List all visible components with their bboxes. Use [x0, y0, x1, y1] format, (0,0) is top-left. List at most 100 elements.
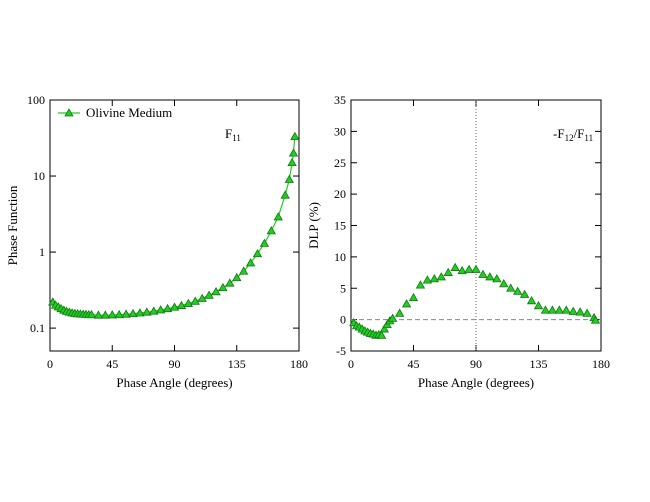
data-point: [218, 282, 228, 292]
series-line: [52, 136, 296, 316]
data-point: [394, 308, 405, 317]
data-point: [506, 283, 516, 292]
x-tick-label: 135: [530, 357, 548, 371]
data-point: [225, 278, 235, 287]
data-point: [526, 295, 537, 305]
data-point: [422, 275, 433, 284]
data-point: [252, 248, 263, 258]
data-point: [582, 308, 592, 317]
data-point: [512, 286, 523, 295]
data-point: [408, 292, 419, 302]
data-point: [547, 305, 558, 314]
annotation-part: 11: [232, 133, 241, 143]
data-point: [457, 265, 467, 275]
data-point: [568, 306, 578, 315]
data-point: [519, 289, 530, 298]
data-point: [190, 296, 200, 305]
y-tick-label: 10: [33, 169, 45, 183]
data-point: [211, 287, 221, 296]
data-point: [376, 330, 387, 339]
data-point: [533, 301, 544, 310]
data-point: [450, 262, 460, 271]
y-tick-label: 20: [334, 187, 346, 201]
y-tick-label: 0.1: [30, 321, 45, 335]
data-point: [135, 308, 145, 317]
y-tick-label: -5: [336, 344, 346, 358]
data-point: [142, 307, 152, 316]
data-point: [197, 293, 207, 302]
data-point: [114, 309, 124, 319]
annotation-part: F: [225, 126, 232, 141]
data-point: [100, 310, 111, 319]
data-point: [492, 274, 502, 283]
data-point: [107, 310, 117, 319]
x-axis-label: Phase Angle (degrees): [116, 375, 232, 390]
x-tick-label: 180: [592, 357, 610, 371]
data-point: [266, 226, 277, 235]
data-point: [128, 308, 138, 318]
data-point: [478, 269, 488, 278]
x-tick-label: 0: [348, 357, 354, 371]
data-point: [183, 298, 194, 308]
data-point: [464, 264, 474, 273]
y-tick-label: 10: [334, 250, 346, 264]
x-tick-label: 135: [228, 357, 246, 371]
data-point: [429, 274, 440, 283]
data-point: [280, 190, 290, 199]
data-point: [176, 300, 187, 309]
y-tick-label: 30: [334, 124, 346, 138]
data-point: [379, 324, 390, 333]
data-point: [443, 267, 453, 276]
data-point: [259, 238, 270, 247]
y-tick-label: 15: [334, 219, 346, 233]
legend-label: Olivine Medium: [86, 105, 172, 120]
x-tick-label: 45: [408, 357, 420, 371]
annotation: F11: [225, 126, 241, 143]
data-point: [287, 157, 297, 167]
x-tick-label: 0: [47, 357, 53, 371]
y-axis-label: DLP (%): [306, 202, 321, 249]
data-point: [288, 148, 299, 157]
legend-marker: [64, 108, 74, 117]
x-tick-label: 45: [106, 357, 118, 371]
y-axis-label: Phase Function: [5, 185, 20, 265]
data-point: [554, 305, 565, 314]
data-point: [575, 307, 585, 316]
data-point: [245, 258, 256, 267]
x-tick-label: 90: [169, 357, 181, 371]
data-point: [238, 266, 249, 275]
data-point: [86, 309, 97, 319]
data-point: [155, 305, 166, 314]
y-tick-label: 0: [340, 313, 346, 327]
y-tick-label: 25: [334, 156, 346, 170]
y-tick-label: 35: [334, 93, 346, 107]
data-point: [499, 279, 509, 288]
x-tick-label: 180: [290, 357, 308, 371]
data-point: [93, 310, 104, 319]
data-point: [387, 313, 398, 322]
data-point: [485, 272, 495, 281]
data-point: [162, 303, 173, 313]
data-point: [415, 280, 426, 289]
data-point: [169, 302, 180, 311]
data-point: [204, 290, 214, 299]
data-point: [471, 264, 481, 273]
annotation: -F12/F11: [553, 126, 593, 143]
data-point: [273, 212, 283, 221]
annotation-part: -F: [553, 126, 565, 141]
data-point: [121, 309, 131, 318]
x-tick-label: 90: [470, 357, 482, 371]
annotation-part: 11: [584, 133, 593, 143]
annotation-part: /F: [574, 126, 585, 141]
x-axis-label: Phase Angle (degrees): [418, 375, 534, 390]
annotation-part: 12: [565, 133, 574, 143]
data-point: [401, 299, 412, 308]
data-point: [540, 305, 551, 314]
data-point: [436, 272, 446, 281]
data-point: [561, 305, 571, 314]
data-point: [232, 272, 242, 282]
data-point: [290, 131, 300, 141]
y-tick-label: 100: [27, 93, 45, 107]
y-tick-label: 1: [39, 245, 45, 259]
